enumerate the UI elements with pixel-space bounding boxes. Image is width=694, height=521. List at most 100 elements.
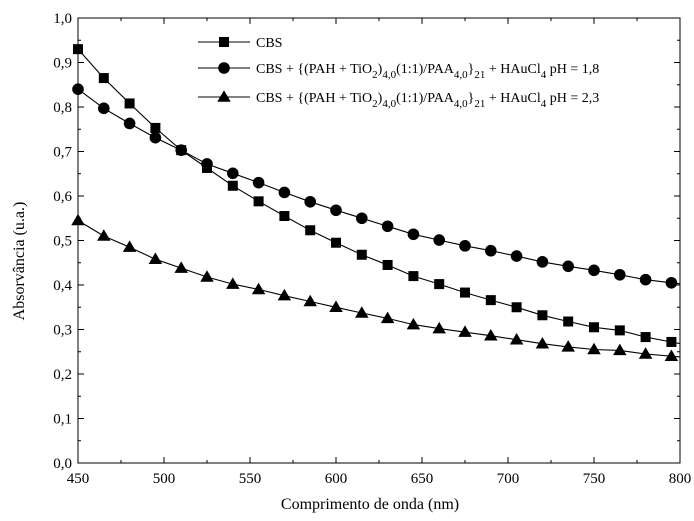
legend-label: CBS + {(PAH + TiO2)4,0(1:1)/PAA4,0}21 + … bbox=[256, 62, 599, 81]
x-axis-label: Comprimento de onda (nm) bbox=[281, 496, 459, 513]
legend-text: CBS bbox=[256, 36, 282, 51]
series-layer bbox=[71, 44, 681, 361]
data-point bbox=[638, 347, 653, 359]
legend-item-circle: CBS + {(PAH + TiO2)4,0(1:1)/PAA4,0}21 + … bbox=[198, 62, 599, 81]
data-point bbox=[407, 228, 420, 241]
data-point bbox=[381, 220, 394, 233]
y-tick-label: 0,2 bbox=[53, 367, 72, 383]
y-tick-label: 0,8 bbox=[53, 100, 72, 116]
data-point bbox=[253, 196, 264, 207]
x-tick-label: 600 bbox=[325, 471, 348, 487]
data-point bbox=[382, 259, 393, 270]
series-circle bbox=[72, 83, 681, 289]
x-tick-label: 500 bbox=[153, 471, 176, 487]
data-point bbox=[614, 325, 625, 336]
y-tick-label: 0,7 bbox=[53, 145, 72, 161]
legend-text: } bbox=[468, 62, 475, 77]
data-point bbox=[331, 237, 341, 248]
data-point bbox=[303, 294, 317, 307]
data-point bbox=[484, 328, 498, 341]
data-point bbox=[150, 122, 161, 133]
legend-text: (1:1)/PAA bbox=[396, 91, 455, 106]
data-point bbox=[666, 336, 677, 347]
legend-marker bbox=[217, 90, 231, 102]
legend-text: CBS + {(PAH + TiO bbox=[256, 91, 372, 106]
legend-subscript: 4,0 bbox=[382, 98, 396, 110]
data-point bbox=[665, 276, 678, 289]
legend-label: CBS + {(PAH + TiO2)4,0(1:1)/PAA4,0}21 + … bbox=[256, 91, 599, 110]
legend-subscript: 21 bbox=[474, 69, 485, 81]
data-point bbox=[511, 302, 522, 313]
y-axis-label: Absorvância (u.a.) bbox=[11, 202, 28, 321]
y-tick-label: 0,1 bbox=[53, 412, 72, 428]
data-point bbox=[432, 321, 446, 334]
data-point bbox=[175, 144, 187, 156]
y-tick-label: 0,0 bbox=[53, 456, 72, 472]
data-point bbox=[563, 316, 574, 327]
axes: 450 500 550 600 650 700 750 800 0,0 0,1 0,2 0,3 0,4 0… bbox=[53, 11, 691, 487]
series-triangle bbox=[71, 213, 681, 361]
x-tick-label: 700 bbox=[497, 471, 520, 487]
legend-text: ) bbox=[378, 91, 383, 106]
data-point bbox=[227, 180, 238, 191]
data-point bbox=[485, 295, 496, 306]
legend-text: pH = 2,3 bbox=[546, 91, 599, 106]
data-point bbox=[537, 310, 548, 321]
data-point bbox=[304, 195, 317, 208]
data-point bbox=[227, 167, 239, 180]
data-point bbox=[613, 343, 627, 356]
data-point bbox=[124, 98, 135, 109]
data-point bbox=[149, 131, 162, 144]
data-point bbox=[329, 300, 343, 312]
data-point bbox=[485, 244, 497, 257]
legend-subscript: 4,0 bbox=[454, 98, 468, 110]
data-point bbox=[278, 186, 291, 199]
data-point bbox=[460, 287, 470, 298]
legend-subscript: 4,0 bbox=[382, 69, 396, 81]
data-point bbox=[355, 306, 369, 318]
x-tick-label: 650 bbox=[411, 471, 434, 487]
data-point bbox=[252, 176, 265, 189]
data-point bbox=[201, 158, 213, 170]
data-point bbox=[251, 282, 266, 295]
series-line bbox=[77, 88, 681, 285]
y-tick-label: 0,9 bbox=[53, 56, 72, 72]
y-tick-label: 0,6 bbox=[53, 189, 72, 205]
data-point bbox=[588, 264, 600, 277]
data-point bbox=[561, 340, 575, 352]
legend-text: + HAuCl bbox=[485, 62, 540, 77]
data-point bbox=[640, 332, 651, 343]
data-point bbox=[226, 277, 240, 289]
data-point bbox=[98, 102, 110, 115]
legend-marker bbox=[219, 37, 229, 47]
plot-frame bbox=[77, 17, 681, 464]
series-line bbox=[77, 220, 681, 358]
legend-text: } bbox=[468, 91, 475, 106]
legend-item-triangle: CBS + {(PAH + TiO2)4,0(1:1)/PAA4,0}21 + … bbox=[198, 90, 599, 110]
legend-label: CBS bbox=[256, 36, 282, 51]
data-point bbox=[509, 332, 524, 345]
legend-text: pH = 1,8 bbox=[546, 62, 599, 77]
data-point bbox=[535, 336, 550, 349]
data-point bbox=[459, 240, 471, 252]
data-point bbox=[200, 270, 214, 282]
data-point bbox=[277, 288, 292, 301]
data-point bbox=[148, 252, 163, 264]
legend-text: CBS + {(PAH + TiO bbox=[256, 62, 372, 77]
y-tick-label: 0,4 bbox=[53, 278, 72, 294]
legend-subscript: 4,0 bbox=[454, 69, 468, 81]
data-point bbox=[434, 279, 445, 290]
legend-subscript: 2 bbox=[372, 69, 378, 81]
data-point bbox=[664, 349, 679, 361]
series-square bbox=[73, 44, 681, 347]
x-tick-label: 450 bbox=[67, 471, 90, 487]
legend-text: + HAuCl bbox=[485, 91, 540, 106]
legend-subscript: 2 bbox=[372, 98, 378, 110]
data-point bbox=[97, 229, 111, 241]
data-point bbox=[587, 342, 601, 355]
legend-marker bbox=[218, 62, 230, 74]
legend-item-square: CBS bbox=[198, 36, 282, 51]
y-tick-label: 0,3 bbox=[53, 323, 72, 339]
